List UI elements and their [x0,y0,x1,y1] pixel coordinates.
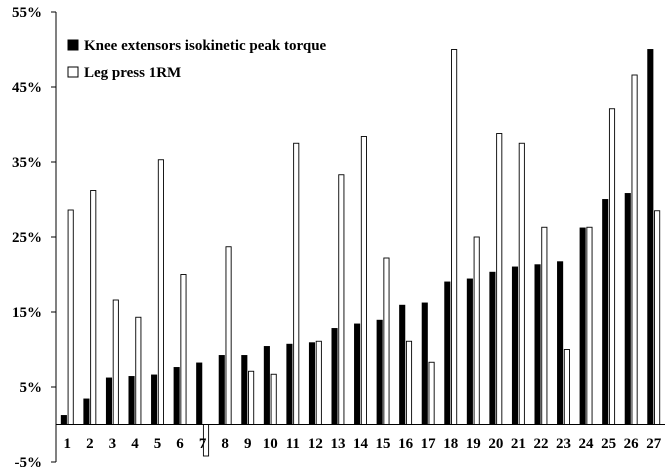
legend-label: Knee extensors isokinetic peak torque [84,38,327,54]
bar-leg-press-9 [248,370,255,425]
y-tick-label: 35% [12,155,42,171]
bar-knee-extensors-4 [128,376,135,425]
x-tick-label: 8 [221,436,229,452]
bar-leg-press-15 [383,257,390,425]
x-tick-label: 24 [579,436,595,452]
y-tick-label: 45% [12,80,42,96]
x-tick-label: 3 [109,436,117,452]
x-tick-label: 4 [131,436,139,452]
bar-leg-press-8 [225,246,232,425]
bar-leg-press-16 [405,340,413,425]
bar-knee-extensors-5 [151,374,158,425]
bar-leg-press-20 [496,133,503,425]
bar-leg-press-19 [473,236,480,425]
bar-knee-extensors-26 [624,193,631,425]
bar-knee-extensors-2 [83,398,90,425]
bar-knee-extensors-20 [489,271,496,425]
bar-leg-press-10 [270,373,277,425]
x-tick-label: 27 [646,436,662,452]
bar-knee-extensors-14 [354,323,361,425]
bar-leg-press-2 [90,190,97,425]
bar-leg-press-14 [360,136,367,425]
y-tick-label: 15% [12,305,42,321]
bar-knee-extensors-16 [399,304,406,425]
x-labels-group: 1 2 3 4 5 6 7 8 9 10 11 12 13 14 15 16 17 18 19 20 21 22 23 24 2… [64,436,662,452]
bar-knee-extensors-23 [557,261,564,425]
bar-knee-extensors-19 [466,278,473,425]
x-tick-label: 18 [443,436,458,452]
bar-knee-extensors-24 [579,227,586,425]
bar-knee-extensors-3 [105,377,113,425]
x-tick-label: 19 [466,436,481,452]
legend-label: Leg press 1RM [84,65,181,81]
y-tick-label: -5% [15,455,43,471]
legend-swatch [67,66,79,78]
y-tick-label: 5% [20,380,43,396]
x-tick-label: 20 [488,436,503,452]
x-tick-label: 14 [353,436,369,452]
x-tick-label: 22 [533,436,548,452]
bar-leg-press-24 [586,226,593,425]
bar-knee-extensors-15 [376,319,383,425]
bar-leg-press-5 [157,159,164,425]
bar-knee-extensors-12 [308,342,316,425]
x-tick-label: 10 [263,436,278,452]
bar-leg-press-13 [338,174,345,425]
bar-leg-press-12 [315,340,322,425]
x-tick-label: 12 [308,436,323,452]
bar-leg-press-17 [428,361,435,425]
y-tick-label: 55% [12,5,42,21]
x-tick-label: 9 [244,436,252,452]
bar-leg-press-11 [293,142,300,425]
bar-leg-press-3 [112,299,119,425]
bar-leg-press-6 [180,274,187,425]
bar-knee-extensors-13 [331,328,338,425]
x-tick-label: 26 [624,436,640,452]
bar-leg-press-23 [563,349,570,425]
x-tick-label: 13 [330,436,345,452]
bar-knee-extensors-21 [511,266,519,425]
bar-leg-press-18 [451,49,458,425]
x-tick-label: 6 [176,436,184,452]
x-tick-label: 16 [398,436,414,452]
y-ticks-group: -5% 5% 15% 25% 35% 45% 55% [12,5,56,471]
x-tick-label: 2 [86,436,94,452]
bar-leg-press-21 [518,142,525,425]
bars-group [60,49,661,457]
bar-knee-extensors-11 [286,343,293,425]
x-tick-label: 11 [286,436,300,452]
x-tick-label: 5 [154,436,162,452]
bar-knee-extensors-10 [263,346,270,425]
bar-leg-press-27 [654,210,661,425]
bar-leg-press-1 [67,209,74,425]
x-tick-label: 7 [199,436,207,452]
bar-knee-extensors-7 [196,362,203,425]
bar-knee-extensors-18 [444,281,451,425]
bar-knee-extensors-22 [534,264,541,425]
bar-knee-extensors-9 [241,355,248,425]
legend: Knee extensors isokinetic peak torque Leg… [67,38,327,81]
x-tick-label: 15 [376,436,391,452]
bar-knee-extensors-6 [173,367,180,425]
legend-swatch [67,39,79,51]
bar-knee-extensors-8 [218,355,225,425]
x-tick-label: 1 [64,436,72,452]
bar-knee-extensors-1 [60,415,67,425]
x-tick-label: 23 [556,436,571,452]
bar-knee-extensors-27 [647,49,654,425]
bar-leg-press-22 [541,226,548,425]
bar-knee-extensors-17 [421,302,428,425]
bar-leg-press-4 [135,316,142,425]
x-tick-label: 21 [511,436,526,452]
x-tick-label: 17 [421,436,437,452]
bar-leg-press-25 [608,108,616,425]
bar-leg-press-26 [631,74,638,425]
y-tick-label: 25% [12,230,42,246]
x-tick-label: 25 [601,436,616,452]
bar-knee-extensors-25 [602,199,609,425]
